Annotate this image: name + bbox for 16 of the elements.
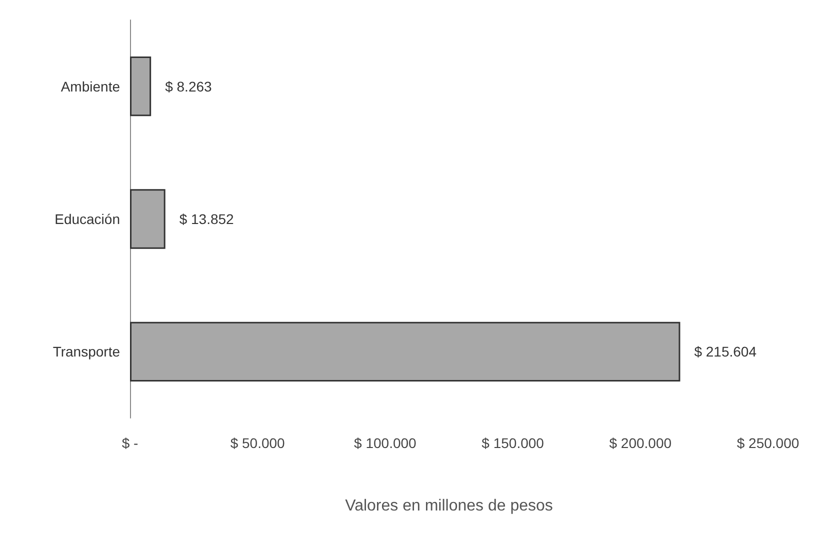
x-tick-label: $ 100.000 — [354, 435, 417, 451]
bar — [130, 322, 680, 382]
y-tick-label: Transporte — [52, 344, 120, 360]
y-tick-label: Educación — [54, 211, 120, 227]
data-label: $ 215.604 — [694, 344, 757, 360]
x-tick-label: $ 250.000 — [736, 435, 800, 451]
x-tick-label: $ - — [122, 435, 139, 451]
x-tick-label: $ 150.000 — [482, 435, 544, 451]
y-tick-label: Ambiente — [60, 78, 120, 94]
x-tick-label: $ 50.000 — [230, 435, 286, 451]
data-label: $ 13.852 — [179, 211, 234, 227]
x-tick-label: $ 200.000 — [609, 435, 672, 451]
bar — [130, 56, 152, 116]
bar — [130, 189, 166, 249]
x-axis-title: Valores en millones de pesos — [345, 498, 553, 514]
data-label: $ 8.263 — [165, 78, 212, 94]
